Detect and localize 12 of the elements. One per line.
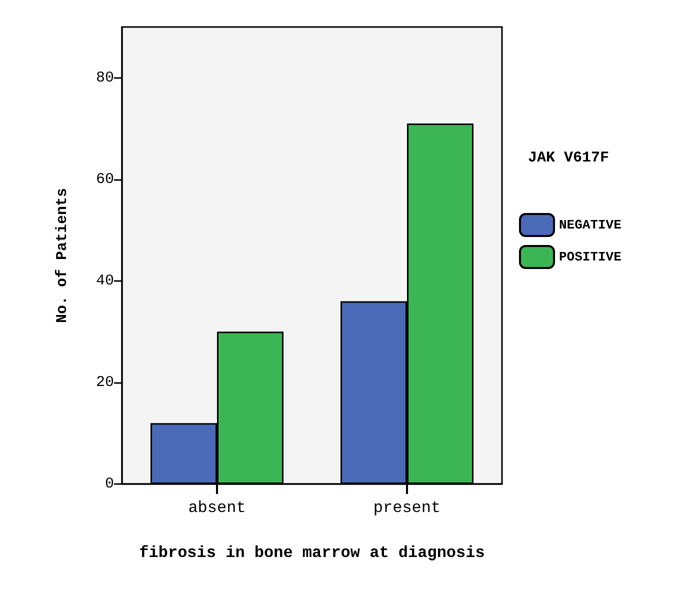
x-axis-title: fibrosis in bone marrow at diagnosis <box>139 544 485 562</box>
y-axis-title: No. of Patients <box>54 188 71 324</box>
y-tick-label: 40 <box>96 272 114 290</box>
x-tick-label: absent <box>188 499 246 517</box>
legend-title: JAK V617F <box>528 150 610 166</box>
y-tick-label: 80 <box>96 69 114 86</box>
y-tick-label: 60 <box>96 170 114 188</box>
x-tick-label: present <box>373 499 441 517</box>
y-tick-label: 0 <box>104 476 114 492</box>
legend-label: NEGATIVE <box>559 218 622 232</box>
legend-label: POSITIVE <box>559 250 622 264</box>
y-tick-label: 20 <box>96 374 114 391</box>
